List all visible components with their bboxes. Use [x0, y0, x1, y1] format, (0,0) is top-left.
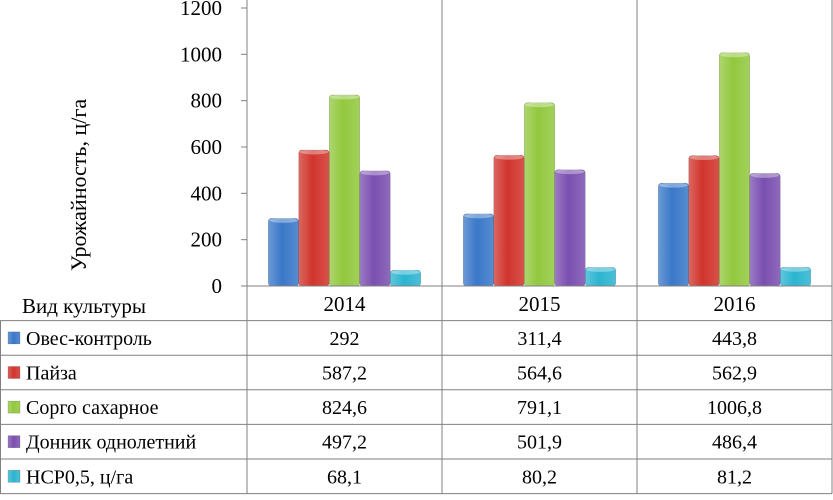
bar-highlight [360, 170, 390, 176]
bar-донник-однолетний-2015 [554, 169, 586, 287]
bar-овес-контроль-2015 [463, 213, 494, 287]
y-tick-label: 0 [212, 274, 223, 298]
table-header-label: Вид культуры [22, 294, 146, 318]
y-axis: 0 200 400 600 800 1000 1200 [180, 0, 247, 298]
data-label: 562,9 [712, 363, 757, 385]
data-label: 81,2 [717, 466, 752, 488]
data-label: 311,4 [517, 328, 561, 350]
bar-сорго-сахарное-2015 [524, 102, 555, 287]
bar-сорго-сахарное-2014 [329, 94, 360, 287]
data-label: 1006,8 [707, 397, 762, 419]
bar-highlight [720, 52, 749, 58]
bar-сорго-сахарное-2016 [719, 52, 750, 287]
bar-highlight [391, 269, 420, 275]
legend-swatch-пайза [7, 366, 21, 379]
bar-highlight [689, 155, 719, 161]
bar-highlight [494, 154, 524, 160]
legend-swatch-нср0-5-ц-га [7, 470, 21, 483]
legend-swatch-сорго-сахарное [7, 400, 21, 414]
legend-label: Донник однолетний [26, 432, 197, 454]
y-tick-label: 400 [191, 181, 223, 205]
data-label: 824,6 [322, 397, 367, 419]
bar-пайза-2016 [688, 155, 720, 287]
legend-label: Сорго сахарное [26, 397, 159, 419]
bar-highlight [781, 266, 810, 272]
data-label: 587,2 [322, 363, 367, 385]
bar-highlight [555, 169, 585, 175]
data-label: 497,2 [322, 432, 367, 454]
bar-донник-однолетний-2016 [749, 173, 781, 287]
bar-highlight [330, 94, 359, 100]
bar-овес-контроль-2014 [268, 218, 299, 287]
data-label: 68,1 [327, 466, 362, 488]
data-label: 791,1 [517, 397, 562, 419]
bar-овес-контроль-2016 [658, 182, 689, 287]
y-tick-label: 800 [191, 89, 223, 113]
legend-swatch-донник-однолетний [7, 435, 21, 448]
y-tick-label: 200 [191, 228, 223, 252]
plot-area [246, 0, 833, 286]
y-tick-label: 1000 [180, 42, 222, 66]
bar-highlight [464, 213, 493, 219]
data-label: 80,2 [522, 466, 557, 488]
legend-label: Овес-контроль [26, 328, 152, 350]
data-label: 564,6 [517, 363, 562, 385]
y-tick-label: 1200 [180, 0, 222, 20]
legend-swatch-овес-контроль [7, 331, 21, 345]
x-tick-label: 2014 [324, 292, 367, 316]
data-label: 501,9 [517, 432, 562, 454]
bars-group [268, 52, 811, 287]
bar-пайза-2014 [298, 149, 330, 287]
bar-донник-однолетний-2014 [359, 170, 391, 287]
y-tick-label: 600 [191, 135, 223, 159]
legend-label: НСР0,5, ц/га [26, 466, 133, 488]
x-tick-label: 2016 [714, 292, 756, 316]
bar-highlight [269, 217, 298, 223]
bar-пайза-2015 [493, 154, 525, 287]
bar-highlight [299, 149, 329, 155]
bar-highlight [586, 266, 615, 272]
x-tick-label: 2015 [519, 292, 561, 316]
y-axis-title: Урожайность, ц/га [66, 99, 91, 271]
data-label: 443,8 [712, 328, 757, 350]
bar-highlight [659, 182, 688, 188]
bar-highlight [750, 172, 780, 178]
legend-label: Пайза [26, 363, 77, 385]
data-table: Вид культуры 2014 2015 2016 Овес-контроль 292… [0, 285, 833, 495]
data-label: 486,4 [712, 432, 757, 454]
bar-highlight [525, 102, 554, 108]
data-label: 292 [330, 328, 360, 350]
